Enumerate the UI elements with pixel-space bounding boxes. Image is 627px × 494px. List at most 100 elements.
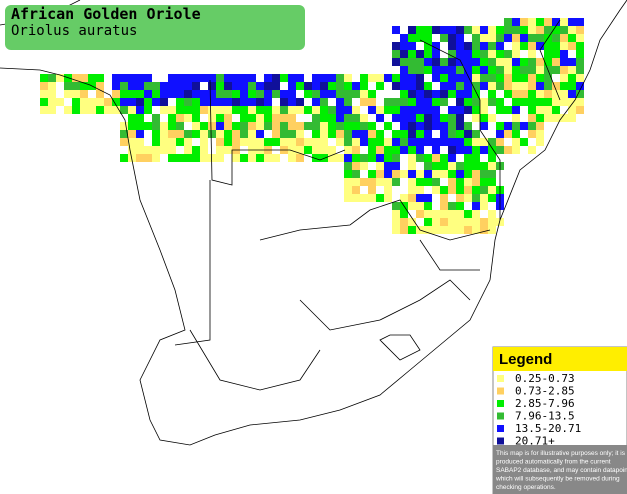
cell (472, 170, 480, 178)
cell (464, 218, 472, 226)
cell (248, 98, 256, 106)
cell (536, 42, 544, 50)
cell (424, 210, 432, 218)
cell (472, 202, 480, 210)
cell (304, 90, 312, 98)
cell (512, 34, 520, 42)
cell (456, 162, 464, 170)
cell (432, 58, 440, 66)
cell (352, 90, 360, 98)
cell (392, 42, 400, 50)
cell (72, 82, 80, 90)
cell (448, 130, 456, 138)
cell (392, 210, 400, 218)
cell (296, 82, 304, 90)
cell (80, 74, 88, 82)
cell (456, 106, 464, 114)
legend-label: 0.25-0.73 (515, 372, 575, 385)
cell (264, 106, 272, 114)
cell (488, 66, 496, 74)
cell (208, 82, 216, 90)
cell (168, 90, 176, 98)
cell (288, 82, 296, 90)
cell (136, 138, 144, 146)
cell (464, 146, 472, 154)
cell (408, 194, 416, 202)
cell (480, 66, 488, 74)
cell (440, 58, 448, 66)
cell (480, 138, 488, 146)
cell (112, 106, 120, 114)
cell (512, 18, 520, 26)
cell (240, 122, 248, 130)
disclaimer-line: produced automatically from the current (496, 459, 611, 466)
cell (328, 106, 336, 114)
cell (416, 34, 424, 42)
cell (344, 90, 352, 98)
cell (40, 82, 48, 90)
cell (408, 226, 416, 234)
cell (480, 82, 488, 90)
cell (456, 26, 464, 34)
legend-swatch (497, 437, 504, 445)
cell (504, 130, 512, 138)
cell (392, 138, 400, 146)
cell (168, 82, 176, 90)
cell (200, 122, 208, 130)
cell (472, 154, 480, 162)
legend-items: 0.25-0.730.73-2.852.85-7.967.96-13.513.5… (497, 372, 581, 448)
cell (448, 170, 456, 178)
cell (544, 98, 552, 106)
cell (264, 98, 272, 106)
cell (504, 146, 512, 154)
cell (512, 58, 520, 66)
cell (432, 170, 440, 178)
cell (424, 162, 432, 170)
cell (176, 74, 184, 82)
cell (176, 138, 184, 146)
cell (536, 26, 544, 34)
cell (312, 82, 320, 90)
cell (448, 178, 456, 186)
cell (576, 26, 584, 34)
cell (88, 74, 96, 82)
cell (224, 106, 232, 114)
cell (360, 178, 368, 186)
cell (144, 146, 152, 154)
cell (400, 210, 408, 218)
cell (520, 42, 528, 50)
cell (136, 82, 144, 90)
cell (432, 210, 440, 218)
cell (272, 106, 280, 114)
cell (488, 50, 496, 58)
cell (544, 42, 552, 50)
cell (120, 74, 128, 82)
cell (48, 90, 56, 98)
cell (256, 122, 264, 130)
cell (216, 146, 224, 154)
cell (312, 130, 320, 138)
cell (288, 106, 296, 114)
cell (504, 26, 512, 34)
cell (264, 154, 272, 162)
cell (336, 130, 344, 138)
cell (464, 178, 472, 186)
cell (320, 114, 328, 122)
cell (344, 178, 352, 186)
cell (184, 74, 192, 82)
cell (416, 82, 424, 90)
cell (304, 82, 312, 90)
cell (152, 98, 160, 106)
cell (448, 186, 456, 194)
cell (488, 42, 496, 50)
cell (296, 138, 304, 146)
cell (480, 170, 488, 178)
cell (224, 114, 232, 122)
cell (472, 66, 480, 74)
cell (560, 50, 568, 58)
cell (216, 82, 224, 90)
cell (440, 90, 448, 98)
cell (208, 106, 216, 114)
cell (576, 18, 584, 26)
cell (128, 106, 136, 114)
